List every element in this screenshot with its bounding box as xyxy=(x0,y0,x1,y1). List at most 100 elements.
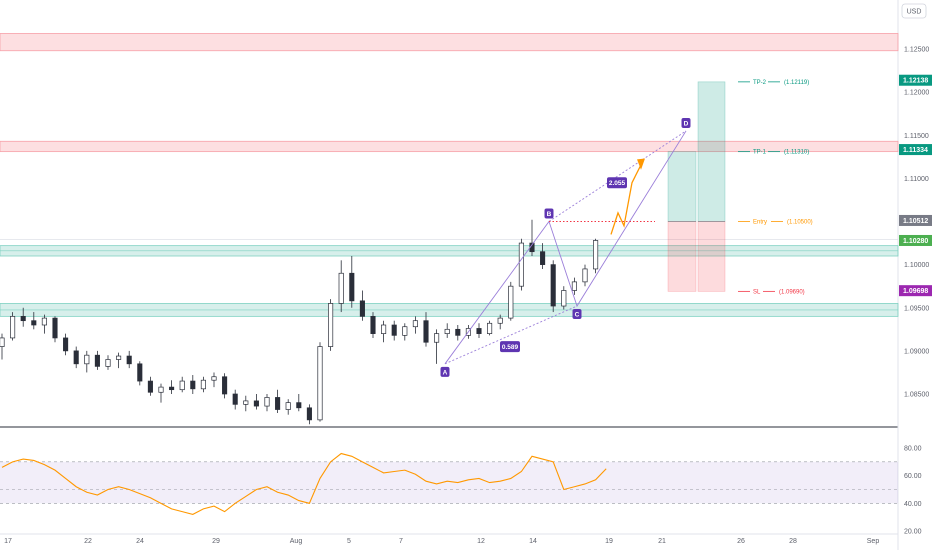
candle[interactable] xyxy=(518,238,524,291)
currency-selector[interactable]: USD xyxy=(901,3,927,19)
candle[interactable] xyxy=(338,260,344,313)
candle[interactable] xyxy=(126,350,132,369)
candle[interactable] xyxy=(190,375,196,394)
rsi-line[interactable] xyxy=(1,452,607,515)
svg-text:(1.11310): (1.11310) xyxy=(784,150,809,156)
candle[interactable] xyxy=(0,333,5,360)
level-tp1[interactable]: TP-1 (1.11310) xyxy=(738,150,809,156)
date-tick-label: 29 xyxy=(212,538,220,545)
projected-path-arrow[interactable] xyxy=(610,162,643,235)
resistance-zone-top[interactable] xyxy=(0,33,899,52)
candle[interactable] xyxy=(328,299,334,351)
svg-text:SL: SL xyxy=(753,289,761,295)
date-tick-label: 22 xyxy=(84,538,92,545)
candle[interactable] xyxy=(550,260,556,313)
svg-text:TP-2: TP-2 xyxy=(753,80,767,86)
candle[interactable] xyxy=(349,256,355,308)
svg-text:D: D xyxy=(684,120,689,127)
candle[interactable] xyxy=(434,329,440,364)
candle[interactable] xyxy=(296,394,302,412)
entry-price-label[interactable]: 1.10512 xyxy=(899,214,932,226)
current-price-label[interactable]: 1.10280 xyxy=(899,234,932,246)
candle[interactable] xyxy=(381,320,387,343)
tp1-price-label[interactable]: 1.11334 xyxy=(899,144,932,156)
candle[interactable] xyxy=(285,399,291,415)
candle[interactable] xyxy=(593,238,599,274)
svg-text:A: A xyxy=(443,369,448,376)
svg-text:(1.10500): (1.10500) xyxy=(787,220,813,226)
candle[interactable] xyxy=(105,355,111,370)
rsi-pane[interactable] xyxy=(0,430,898,534)
candle[interactable] xyxy=(508,281,514,321)
svg-text:2.055: 2.055 xyxy=(609,180,626,187)
candle[interactable] xyxy=(243,395,249,412)
candle[interactable] xyxy=(306,404,312,425)
candle[interactable] xyxy=(571,277,577,295)
level-sl[interactable]: SL (1.09690) xyxy=(738,289,805,295)
bd-ratio-line[interactable] xyxy=(548,130,687,222)
candle[interactable] xyxy=(147,376,153,396)
candle[interactable] xyxy=(359,290,365,321)
pattern-point-c[interactable]: C xyxy=(572,309,582,320)
candle[interactable] xyxy=(20,307,26,327)
candle[interactable] xyxy=(41,314,47,334)
candle[interactable] xyxy=(116,352,122,369)
abcd-pattern-legs[interactable] xyxy=(444,130,687,365)
price-pane[interactable] xyxy=(0,0,898,427)
long-position-1-loss-zone[interactable] xyxy=(667,221,697,292)
candle[interactable] xyxy=(476,323,482,338)
candle[interactable] xyxy=(497,314,503,330)
candle[interactable] xyxy=(84,350,90,373)
svg-text:1.09698: 1.09698 xyxy=(903,288,928,295)
pattern-point-a[interactable]: A xyxy=(440,366,450,377)
ratio-badge-ac[interactable]: 0.589 xyxy=(500,341,520,353)
candle[interactable] xyxy=(10,312,16,341)
candle[interactable] xyxy=(63,333,69,356)
candle[interactable] xyxy=(402,323,408,341)
level-tp2[interactable]: TP-2 (1.12119) xyxy=(738,80,809,86)
ratio-badge-bd[interactable]: 2.055 xyxy=(607,177,627,189)
candle[interactable] xyxy=(444,323,450,338)
candle[interactable] xyxy=(540,243,546,269)
candle[interactable] xyxy=(200,376,206,393)
candle[interactable] xyxy=(253,394,259,410)
candle[interactable] xyxy=(412,316,418,334)
candle[interactable] xyxy=(94,350,100,370)
pattern-point-d[interactable]: D xyxy=(681,117,691,128)
candle[interactable] xyxy=(582,264,588,287)
candle[interactable] xyxy=(52,316,58,343)
candle[interactable] xyxy=(137,361,143,386)
candle[interactable] xyxy=(169,380,175,394)
long-position-2-loss-zone[interactable] xyxy=(697,221,726,292)
date-tick-label: 19 xyxy=(605,538,613,545)
pattern-point-b[interactable]: B xyxy=(544,208,554,219)
candle[interactable] xyxy=(158,383,164,403)
long-position-1-profit-zone[interactable] xyxy=(667,151,697,222)
candle[interactable] xyxy=(487,320,493,336)
candle[interactable] xyxy=(232,389,238,410)
svg-text:C: C xyxy=(575,312,580,319)
candle[interactable] xyxy=(370,312,376,338)
candle[interactable] xyxy=(275,389,281,413)
candle[interactable] xyxy=(391,320,397,341)
candle[interactable] xyxy=(31,312,37,330)
candle[interactable] xyxy=(222,373,228,399)
level-entry[interactable]: Entry (1.10500) xyxy=(738,220,813,226)
candle[interactable] xyxy=(455,325,461,341)
candle[interactable] xyxy=(179,376,185,393)
candle[interactable] xyxy=(317,342,323,422)
candle[interactable] xyxy=(423,312,429,347)
ac-ratio-line[interactable] xyxy=(444,305,578,365)
long-position-2-profit-zone[interactable] xyxy=(697,81,726,222)
candle[interactable] xyxy=(211,372,217,388)
candle[interactable] xyxy=(73,346,79,369)
tp2-price-label[interactable]: 1.12138 xyxy=(899,74,932,86)
candle[interactable] xyxy=(561,286,567,310)
svg-text:B: B xyxy=(547,211,552,218)
resistance-zone-mid[interactable] xyxy=(0,140,899,153)
svg-text:1.11334: 1.11334 xyxy=(903,147,928,154)
candle[interactable] xyxy=(264,394,270,412)
sl-price-label[interactable]: 1.09698 xyxy=(899,285,932,297)
projected-arrow-head xyxy=(637,158,645,170)
currency-label[interactable]: USD xyxy=(907,9,922,16)
